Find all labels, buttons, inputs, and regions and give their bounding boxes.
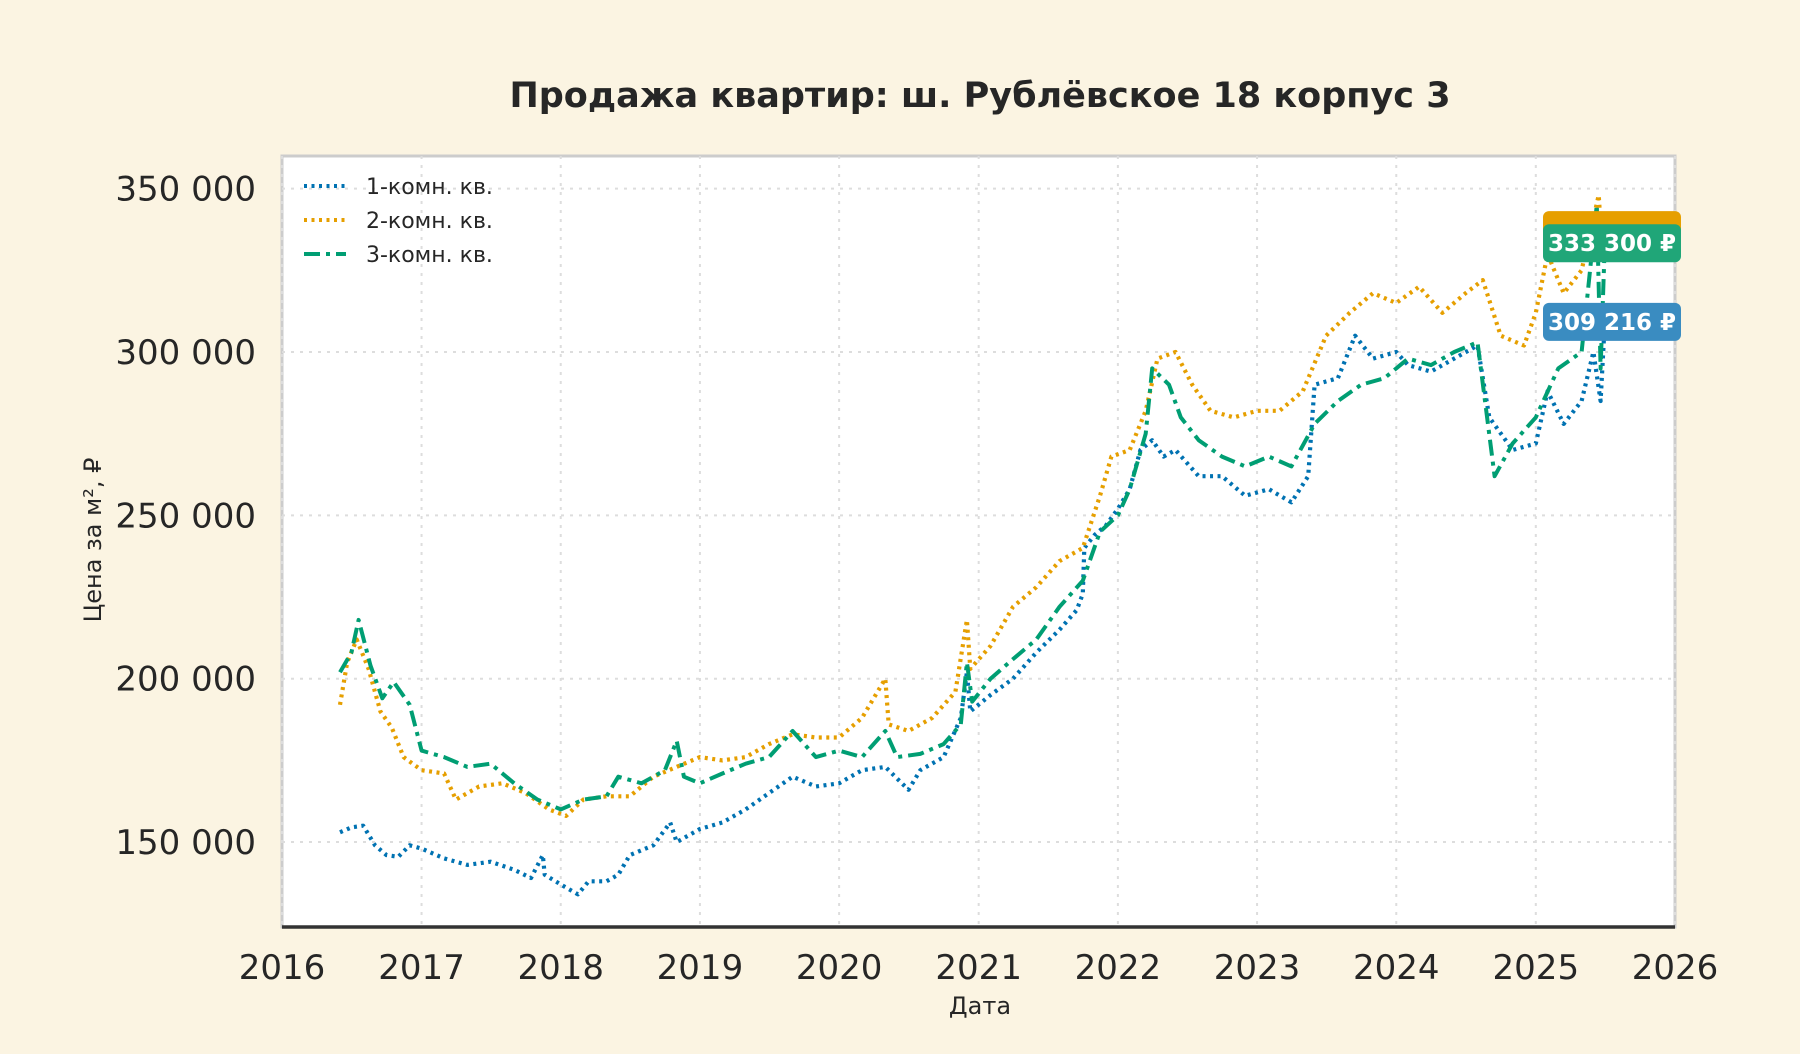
chart-title: Продажа квартир: ш. Рублёвское 18 корпус… <box>509 76 1450 116</box>
last-value-badge <box>1543 224 1681 263</box>
y-axis-label: Цена за м², ₽ <box>79 458 107 623</box>
x-tick-label: 2016 <box>239 948 326 988</box>
legend-label: 1-комн. кв. <box>366 175 493 200</box>
y-axis-ticks: 150 000 200 000 250 000 300 000 350 000 <box>115 170 256 863</box>
legend: 1-комн. кв. 2-комн. кв. 3-комн. кв. <box>304 175 493 268</box>
x-tick-label: 2023 <box>1214 948 1301 988</box>
last-value-badge <box>1543 302 1681 341</box>
plot-area <box>280 154 1677 929</box>
x-tick-label: 2024 <box>1353 948 1440 988</box>
y-tick-label: 150 000 <box>115 823 256 863</box>
x-tick-label: 2021 <box>935 948 1022 988</box>
x-axis-ticks: 2016 2017 2018 2019 2020 2021 2022 2023 2024 2025… <box>239 948 1719 988</box>
y-tick-label: 200 000 <box>115 660 256 700</box>
series-line-3 <box>338 203 1607 812</box>
grid <box>281 156 1676 927</box>
y-tick-label: 250 000 <box>115 496 256 536</box>
x-tick-label: 2018 <box>517 948 604 988</box>
x-axis-label: Дата <box>949 992 1011 1020</box>
x-tick-label: 2017 <box>378 948 465 988</box>
x-tick-label: 2022 <box>1075 948 1162 988</box>
series-line-1 <box>339 321 1607 897</box>
series-layer <box>337 193 1607 897</box>
last-value-label: 309 216 ₽ <box>1548 310 1676 336</box>
x-tick-label: 2026 <box>1632 948 1719 988</box>
last-value-badges: 309 216 ₽ 333 300 ₽ <box>1543 211 1681 341</box>
y-tick-label: 300 000 <box>115 333 256 373</box>
x-tick-label: 2025 <box>1493 948 1580 988</box>
y-tick-label: 350 000 <box>115 170 256 210</box>
legend-label: 2-комн. кв. <box>366 209 493 234</box>
x-tick-label: 2019 <box>657 948 744 988</box>
x-tick-label: 2020 <box>796 948 883 988</box>
last-value-label: 333 300 ₽ <box>1548 231 1676 257</box>
legend-label: 3-комн. кв. <box>366 243 493 268</box>
series-line-2 <box>337 193 1607 818</box>
